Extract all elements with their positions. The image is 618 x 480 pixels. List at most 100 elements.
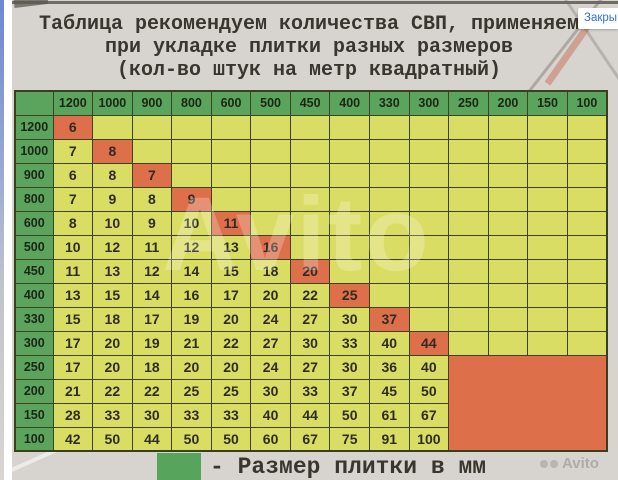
table-cell — [566, 330, 608, 356]
row-header: 1000 — [14, 138, 54, 164]
table-cell — [448, 258, 489, 284]
table-cell — [487, 330, 529, 356]
table-cell — [289, 186, 331, 212]
row-header: 400 — [14, 282, 54, 308]
col-header: 250 — [448, 90, 489, 116]
table-cell: 45 — [369, 378, 410, 404]
table-cell: 30 — [329, 306, 370, 332]
table-cell — [527, 138, 568, 164]
col-header: 400 — [329, 90, 370, 116]
table-cell: 42 — [52, 426, 94, 452]
table-cell — [566, 210, 608, 236]
table-cell: 9 — [131, 210, 173, 236]
table-cell: 7 — [131, 162, 173, 188]
svp-table-wrap: 1200 1000 900 800 600 500 450 400 330 300 250 200 15… — [14, 90, 608, 452]
table-cell — [448, 330, 489, 356]
table-cell: 75 — [329, 426, 370, 452]
table-cell: 40 — [369, 330, 410, 356]
table-cell: 15 — [92, 282, 133, 308]
table-cell — [527, 162, 568, 188]
table-cell — [289, 138, 331, 164]
svp-table: 1200 1000 900 800 600 500 450 400 330 300 250 200 15… — [14, 90, 608, 452]
table-cell: 17 — [131, 306, 173, 332]
table-cell — [487, 114, 529, 140]
table-cell — [408, 234, 450, 260]
table-cell — [408, 282, 450, 308]
orange-merged-block — [448, 354, 608, 452]
table-cell — [487, 138, 529, 164]
table-cell — [250, 138, 291, 164]
table-cell — [369, 282, 410, 308]
table-cell — [487, 234, 529, 260]
legend-swatch — [157, 453, 201, 480]
table-cell — [448, 162, 489, 188]
table-cell: 25 — [329, 282, 370, 308]
table-cell — [329, 210, 370, 236]
table-cell — [448, 210, 489, 236]
table-cell: 27 — [289, 354, 331, 380]
table-cell — [566, 138, 608, 164]
table-cell: 25 — [171, 378, 212, 404]
col-header: 100 — [566, 90, 608, 116]
table-cell — [329, 162, 370, 188]
row-header: 200 — [14, 378, 54, 404]
table-cell — [566, 186, 608, 212]
table-cell: 8 — [92, 138, 133, 164]
table-cell — [527, 306, 568, 332]
col-header: 1200 — [52, 90, 94, 116]
table-photo: Таблица рекомендуем количества СВП, прим… — [12, 0, 618, 480]
table-cell — [171, 138, 212, 164]
table-cell — [131, 138, 173, 164]
table-cell: 28 — [52, 402, 94, 428]
table-cell: 40 — [408, 354, 450, 380]
table-cell: 7 — [52, 186, 94, 212]
col-header: 600 — [210, 90, 252, 116]
close-button[interactable]: Закры — [578, 8, 618, 29]
table-cell: 22 — [210, 330, 252, 356]
table-cell — [210, 138, 252, 164]
table-cell: 100 — [408, 426, 450, 452]
photo-title-line1: Таблица рекомендуем количества СВП, прим… — [38, 13, 580, 36]
table-cell: 20 — [250, 282, 291, 308]
table-cell — [487, 258, 529, 284]
table-cell — [369, 258, 410, 284]
table-cell — [408, 162, 450, 188]
table-cell: 21 — [52, 378, 94, 404]
table-cell: 33 — [210, 402, 252, 428]
table-cell: 16 — [171, 282, 212, 308]
photo-title-line2: при укладке плитки разных размеров — [104, 36, 514, 59]
table-cell: 50 — [408, 378, 450, 404]
table-cell: 14 — [131, 282, 173, 308]
table-cell: 33 — [92, 402, 133, 428]
table-cell: 11 — [52, 258, 94, 284]
table-cell: 20 — [92, 354, 133, 380]
table-cell: 15 — [210, 258, 252, 284]
table-cell: 10 — [52, 234, 94, 260]
table-cell — [527, 186, 568, 212]
table-cell — [369, 186, 410, 212]
table-cell — [527, 258, 568, 284]
avito-watermark-corner: Avito — [540, 455, 599, 472]
table-cell — [329, 234, 370, 260]
table-cell: 20 — [92, 330, 133, 356]
row-header: 450 — [14, 258, 54, 284]
table-cell — [566, 234, 608, 260]
table-cell: 50 — [92, 426, 133, 452]
table-cell: 19 — [131, 330, 173, 356]
table-cell — [566, 162, 608, 188]
table-cell: 13 — [92, 258, 133, 284]
row-header: 600 — [14, 210, 54, 236]
table-cell: 50 — [329, 402, 370, 428]
table-cell: 17 — [210, 282, 252, 308]
table-cell: 18 — [250, 258, 291, 284]
table-cell — [408, 306, 450, 332]
table-cell: 19 — [171, 306, 212, 332]
col-header: 900 — [131, 90, 173, 116]
table-cell: 17 — [52, 330, 94, 356]
table-cell: 13 — [210, 234, 252, 260]
table-cell — [210, 162, 252, 188]
table-cell: 11 — [131, 234, 173, 260]
table-cell: 14 — [171, 258, 212, 284]
table-cell — [527, 114, 568, 140]
corner-cell — [14, 90, 54, 116]
